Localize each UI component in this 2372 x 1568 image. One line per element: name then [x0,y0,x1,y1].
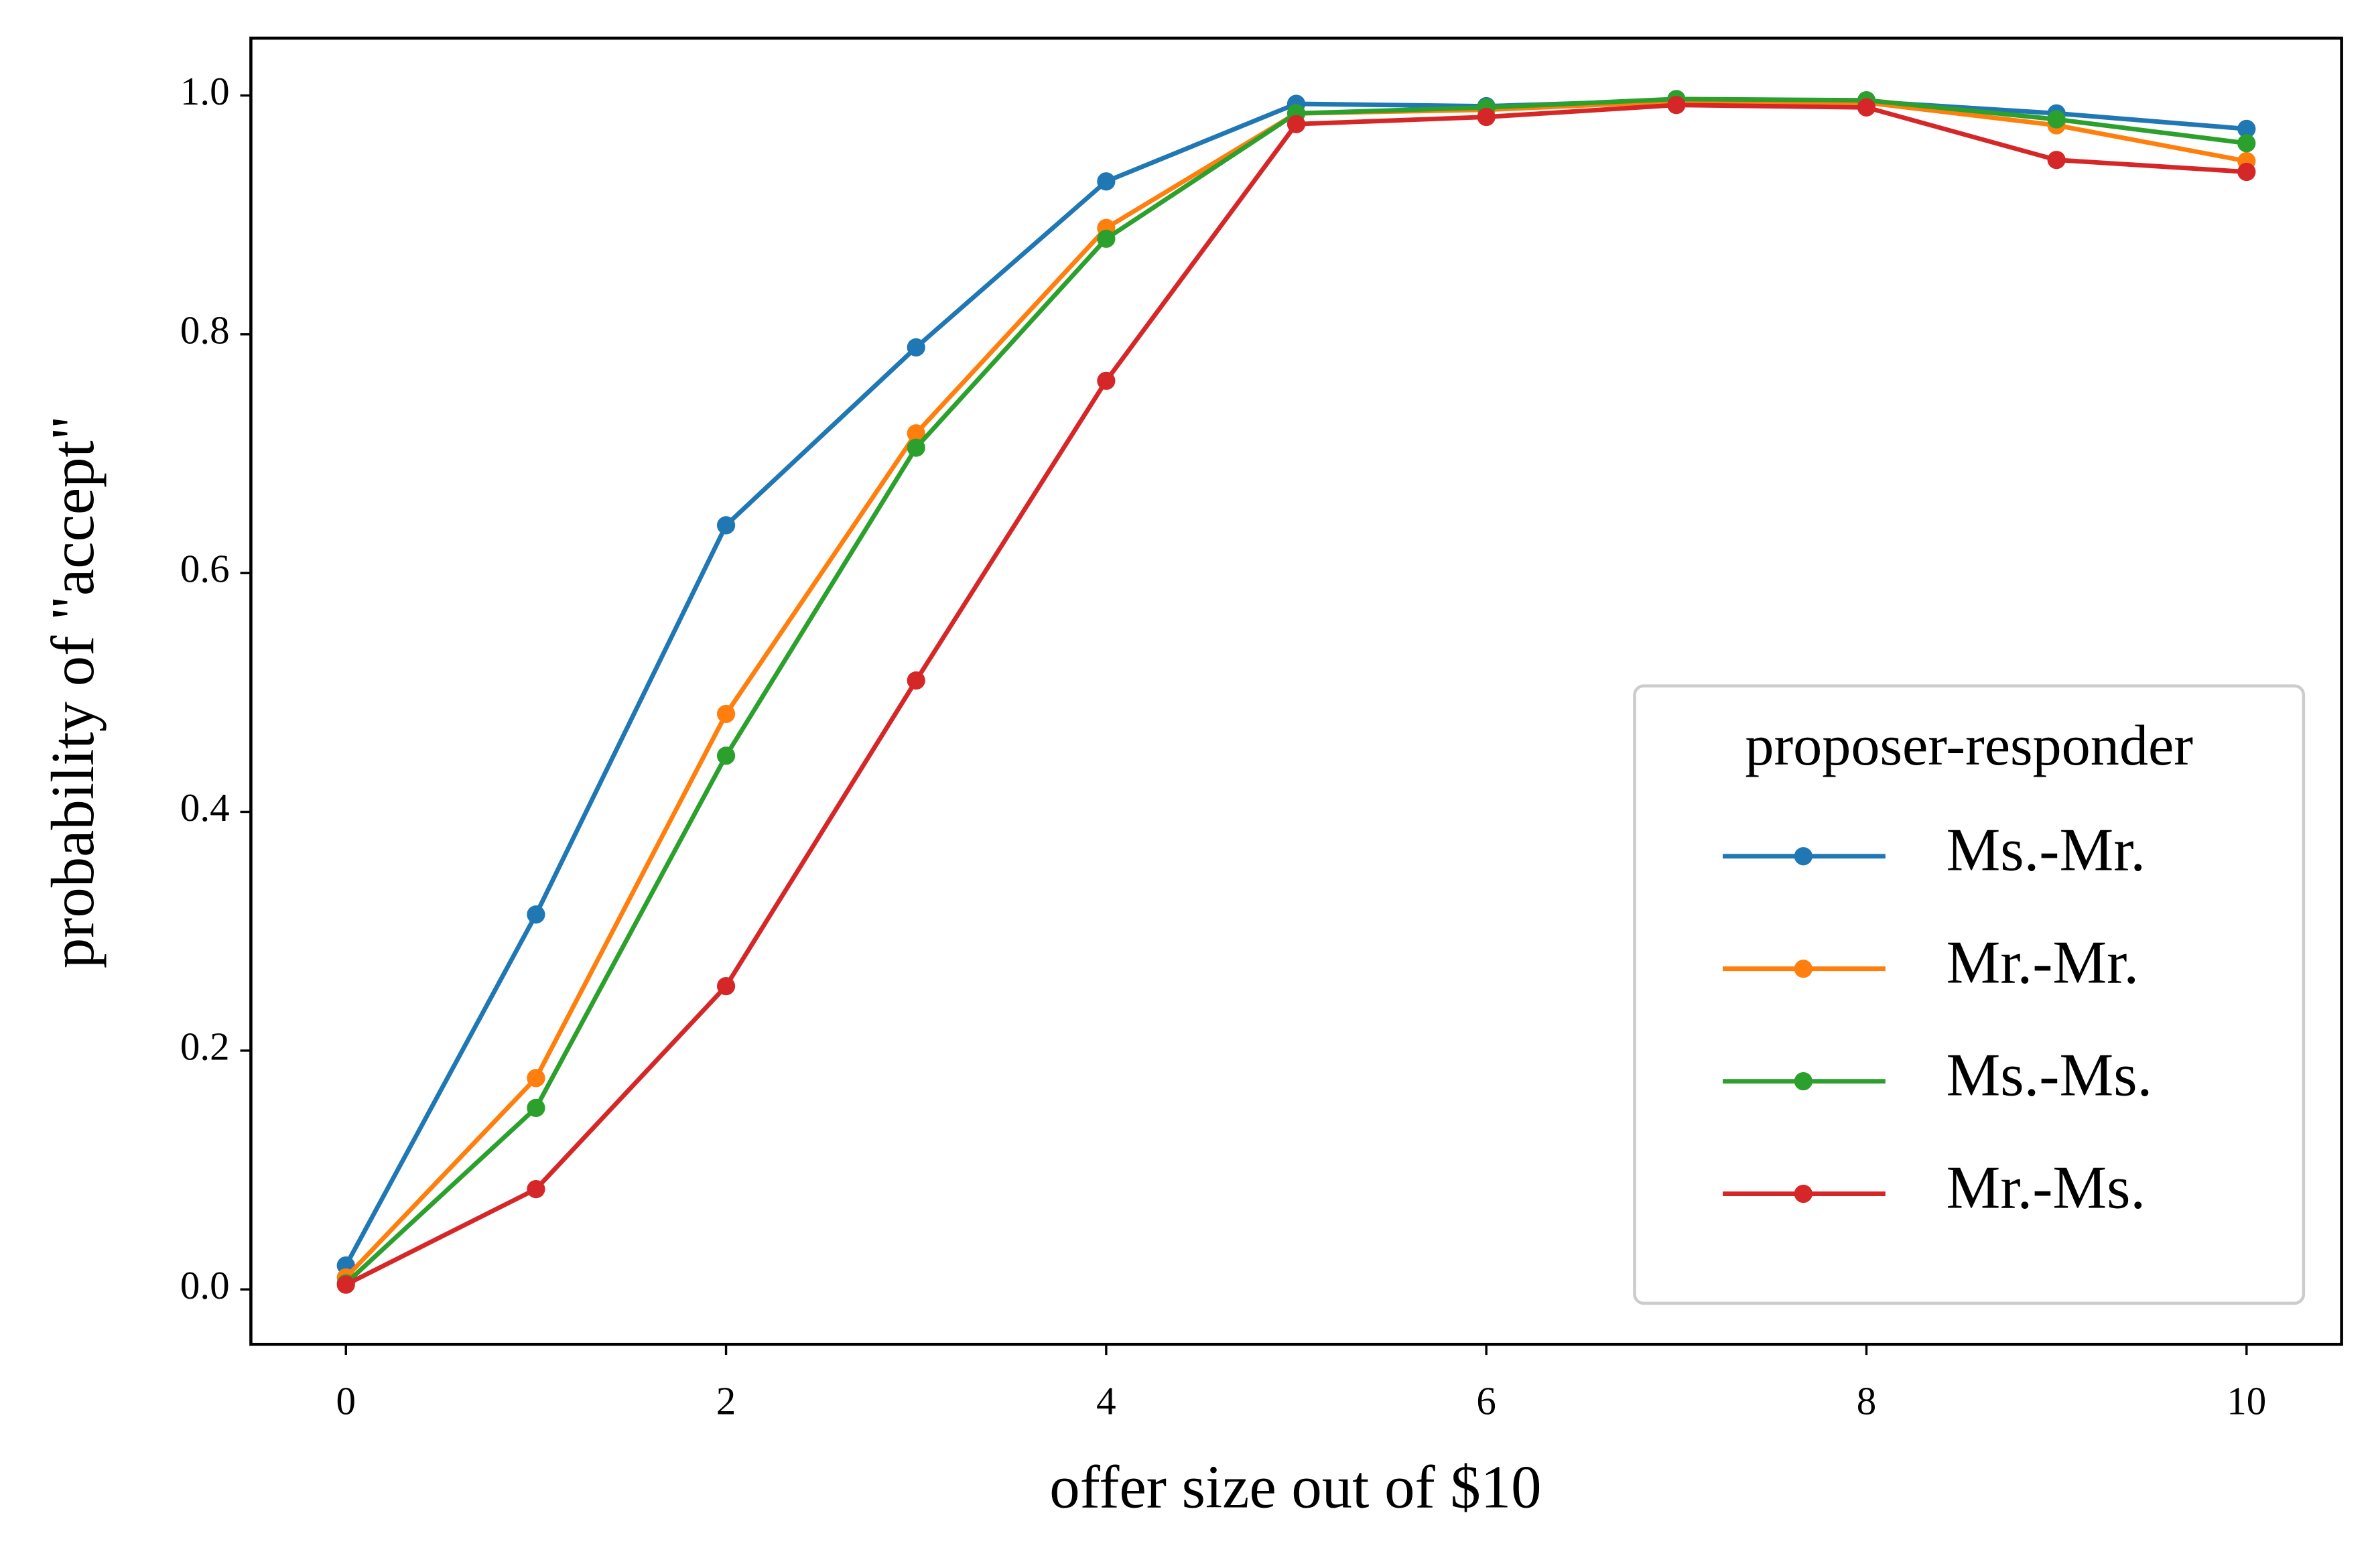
point [716,746,736,765]
point [716,704,736,724]
y-axis-label: probability of "accept" [39,415,107,968]
point [2237,162,2256,182]
x-tick-label: 4 [1096,1379,1116,1423]
x-tick-label: 6 [1476,1379,1496,1423]
point [1287,115,1306,133]
point [2237,119,2256,138]
point [907,671,925,690]
y-tick-label: 0.2 [180,1024,230,1068]
x-tick-label: 10 [2227,1379,2266,1423]
y-tick-label: 0.0 [180,1263,230,1307]
y-tick-label: 0.6 [180,547,230,591]
x-tick-label: 0 [336,1379,355,1423]
legend-label: Ms.-Mr. [1947,816,2146,884]
point [907,338,925,357]
point [1667,96,1686,115]
point [716,977,736,996]
legend-label: Ms.-Ms. [1947,1041,2153,1108]
point [527,1069,545,1088]
point [1097,371,1116,390]
legend-marker [1794,1184,1813,1203]
point [1097,172,1116,191]
legend-marker [1794,847,1813,866]
point [1857,98,1876,117]
legend-box [1633,684,2306,1305]
y-tick-label: 0.8 [180,308,230,352]
x-tick-label: 2 [716,1379,736,1423]
point [907,438,925,457]
point [1477,107,1496,127]
legend-title: proposer-responder [1745,713,2193,777]
legend-label: Mr.-Mr. [1947,929,2139,996]
point [716,516,736,535]
point [527,1179,545,1199]
point [907,424,925,443]
point [2237,134,2256,153]
point [2047,151,2066,170]
point [336,1275,355,1294]
legend-marker [1794,960,1813,978]
point [2047,110,2066,129]
y-tick-label: 0.4 [180,785,230,830]
legend-marker [1794,1072,1813,1091]
x-axis-label: offer size out of $10 [1049,1453,1541,1520]
plot-frame [249,36,2343,1346]
point [1097,229,1116,248]
y-tick-label: 1.0 [180,69,230,113]
legend-label: Mr.-Ms. [1947,1153,2146,1221]
point [527,1098,545,1118]
point [527,905,545,924]
x-tick-label: 8 [1857,1379,1877,1423]
